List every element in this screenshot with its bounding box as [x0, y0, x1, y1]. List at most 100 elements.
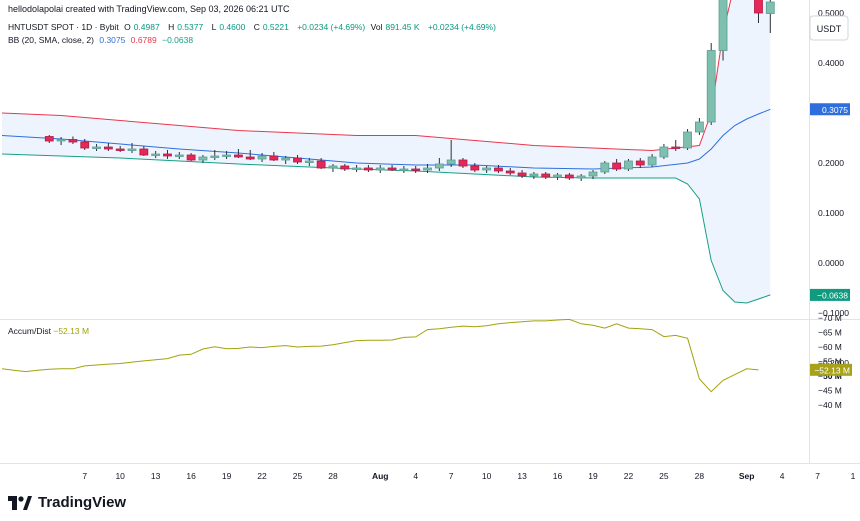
candle-body — [151, 153, 161, 156]
close-value: C 0.5221 — [254, 22, 292, 32]
candle — [245, 150, 255, 160]
bb-band-fill — [2, 0, 771, 303]
time-tick-label: 13 — [517, 471, 527, 481]
candle-body — [56, 139, 66, 142]
bb-lower-value: −0.0638 — [162, 35, 194, 45]
candle-body — [80, 141, 90, 149]
low-number: 0.4600 — [219, 22, 246, 32]
ad-mark-label: −50 M — [818, 371, 842, 381]
candle-body — [659, 146, 669, 158]
candle-body — [765, 1, 775, 14]
candle-body — [434, 163, 444, 169]
close-label: C — [253, 22, 260, 32]
low-value: L 0.4600 — [212, 22, 249, 32]
candle-body — [671, 146, 681, 149]
candle — [576, 174, 586, 181]
lower-price-tag-bg — [810, 288, 850, 301]
candle-body — [576, 175, 586, 179]
time-tick-label: 10 — [115, 471, 125, 481]
candle-body — [470, 165, 480, 171]
candle — [765, 0, 775, 33]
time-tick-label: 4 — [413, 471, 418, 481]
time-axis[interactable]: 7 10 13 16 19 22 25 28 Aug 4 7 10 13 16 19 22 25 28 Sep 4 7 1 — [82, 471, 855, 481]
ad-value-tag-bg — [810, 363, 852, 376]
time-tick-label: 25 — [659, 471, 669, 481]
bb-legend: BB (20, SMA, close, 2) 0.3075 0.6789 −0.… — [8, 35, 196, 45]
price-tick-label: −0.2000 — [818, 358, 849, 368]
bb-label[interactable]: BB (20, SMA, close, 2) — [8, 35, 94, 45]
volume-label: Vol — [370, 22, 383, 32]
basis-price-tag-bg — [810, 103, 850, 116]
candle-body — [174, 154, 184, 157]
candle-body — [482, 167, 492, 171]
tradingview-logo[interactable]: TradingView — [8, 494, 126, 511]
candle-body — [647, 156, 657, 166]
candle-body — [139, 148, 149, 156]
close-number: 0.5221 — [262, 22, 289, 32]
time-tick-label: 7 — [449, 471, 454, 481]
candle — [411, 166, 421, 173]
candle-body — [423, 167, 432, 171]
candle-body — [517, 172, 527, 177]
candle — [269, 152, 279, 161]
candle-body — [340, 165, 350, 170]
candle — [647, 154, 657, 167]
ad-tick-label: −65 M — [818, 328, 842, 338]
candle — [553, 173, 562, 180]
candle — [210, 150, 220, 160]
volume-value: Vol 891.45 K — [371, 22, 423, 32]
candle-body — [694, 121, 704, 133]
time-tick-label: 25 — [293, 471, 303, 481]
candle — [115, 146, 125, 152]
candle-body — [529, 173, 539, 177]
candle — [127, 143, 137, 153]
price-axis[interactable]: 0.80000.60000.50000.40000.20000.10000.00… — [810, 0, 852, 410]
accum-dist-pane[interactable] — [1, 318, 759, 393]
price-tick-label: 0.5000 — [818, 8, 844, 18]
candle — [659, 144, 669, 159]
candle-body — [706, 50, 716, 123]
candle — [706, 43, 716, 125]
currency-box[interactable]: USDT — [809, 15, 849, 41]
price-tick-label: 0.4000 — [818, 58, 844, 68]
basis-price-tag: 0.3075 — [822, 105, 848, 115]
open-value: O 0.4987 — [124, 22, 163, 32]
candle-body — [541, 173, 551, 178]
time-tick-label: Aug — [372, 471, 389, 481]
candle-body — [222, 154, 231, 157]
candle — [364, 165, 373, 172]
candle — [399, 166, 409, 173]
currency-label: USDT — [817, 24, 842, 34]
price-pane[interactable] — [1, 0, 775, 304]
credit-line: hellodolapolai created with TradingView.… — [8, 4, 290, 14]
candle — [541, 172, 551, 179]
ad-tick-label: −45 M — [818, 386, 842, 396]
time-tick-label: 13 — [151, 471, 161, 481]
time-tick-label: 16 — [186, 471, 196, 481]
candle — [375, 165, 385, 173]
bb-basis-line — [1, 108, 771, 170]
candle — [198, 155, 208, 163]
candle-body — [281, 157, 291, 161]
symbol-label[interactable]: HNTUSDT SPOT · 1D · Bybit — [8, 22, 119, 32]
candle — [387, 165, 397, 171]
candle — [694, 118, 704, 135]
time-tick-label: 1 — [851, 471, 856, 481]
candle-body — [553, 174, 562, 178]
bb-upper-value: 0.6789 — [130, 35, 157, 45]
candle-body — [446, 159, 456, 165]
candle — [494, 165, 503, 173]
price-tick-label: 0.2000 — [818, 158, 844, 168]
time-tick-label: 7 — [82, 471, 87, 481]
candle — [718, 0, 728, 61]
candle-body — [257, 155, 267, 160]
candle — [186, 153, 196, 161]
ad-legend: Accum/Dist −52.13 M — [8, 326, 89, 336]
change-value: +0.0234 (+4.69%) — [297, 22, 366, 32]
candle-body — [316, 160, 326, 169]
ad-line — [1, 318, 759, 393]
candle — [44, 135, 54, 143]
time-tick-label: 22 — [257, 471, 267, 481]
ad-label[interactable]: Accum/Dist — [8, 326, 51, 336]
